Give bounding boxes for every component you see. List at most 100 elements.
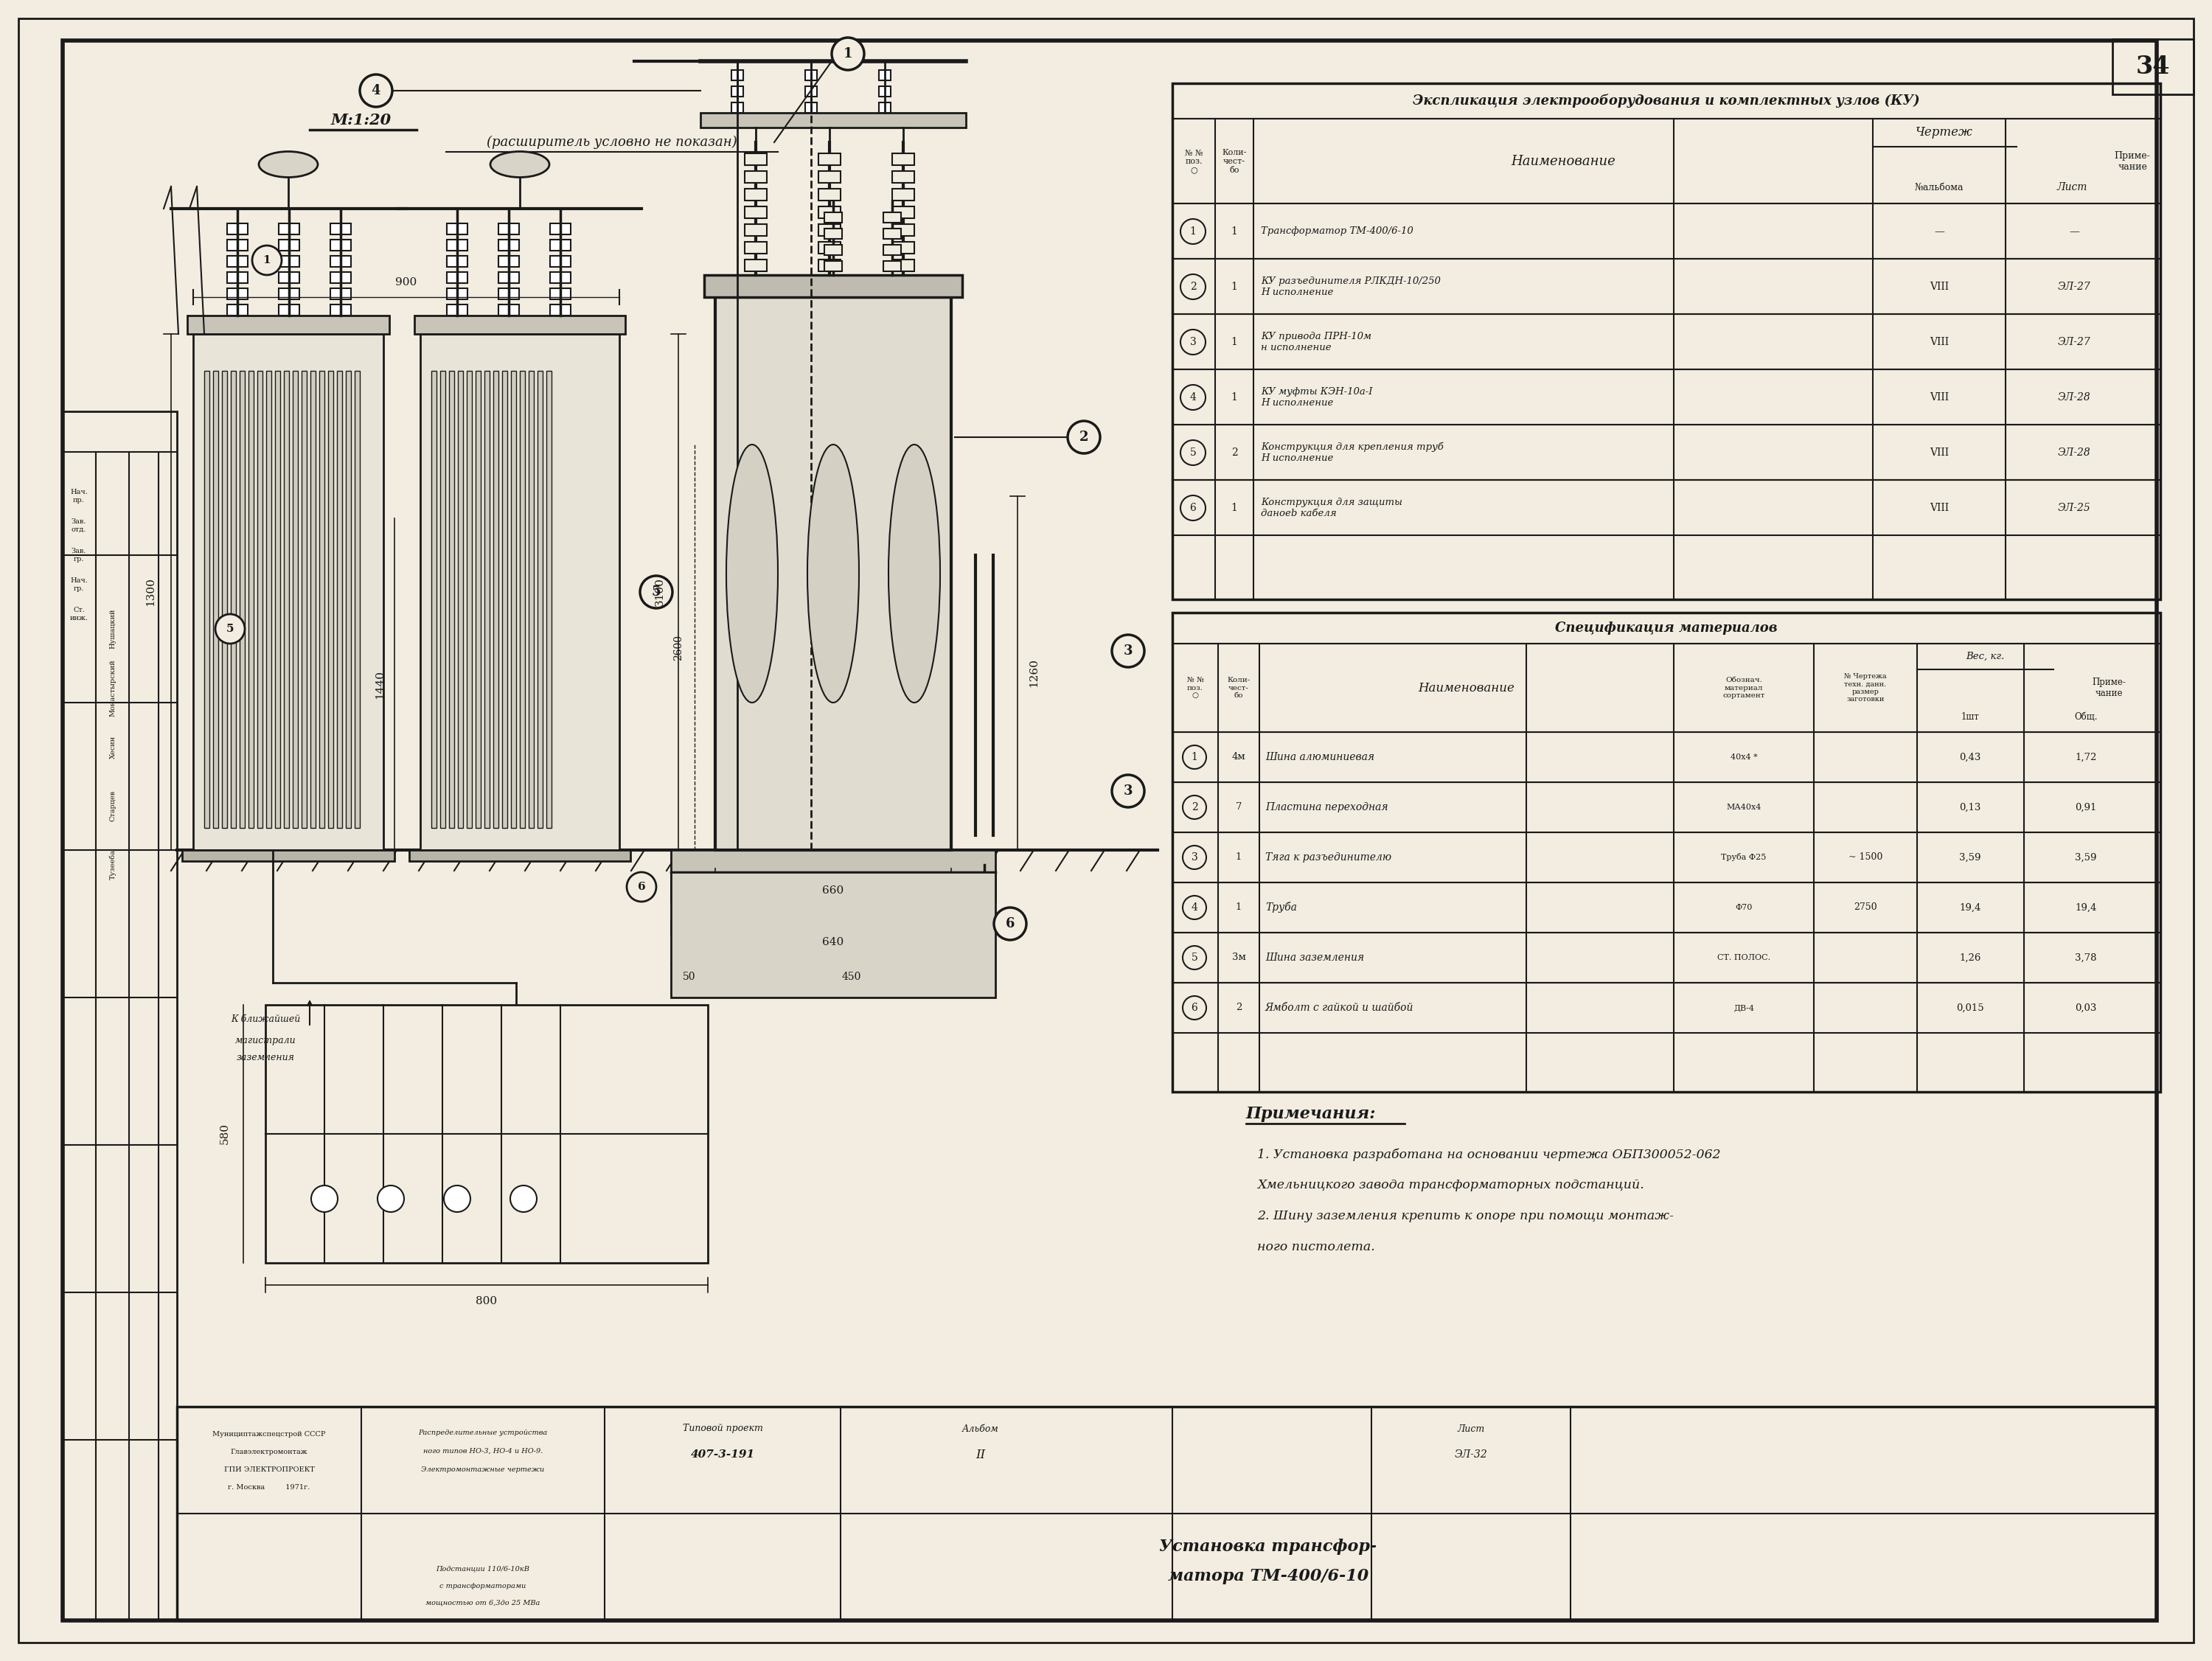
Bar — [883, 213, 900, 223]
Bar — [228, 256, 248, 267]
Text: Трансформатор ТМ-400/6-10: Трансформатор ТМ-400/6-10 — [1261, 226, 1413, 236]
Bar — [467, 370, 471, 827]
Text: Пластина переходная: Пластина переходная — [1265, 802, 1389, 812]
Text: VIII: VIII — [1929, 503, 1949, 513]
Text: Лист: Лист — [1458, 1423, 1484, 1433]
Bar — [1172, 480, 2161, 535]
Bar — [228, 223, 248, 234]
Bar — [327, 370, 334, 827]
Text: 800: 800 — [476, 1296, 498, 1307]
Text: Главэлектромонтаж: Главэлектромонтаж — [230, 1448, 307, 1455]
Text: 4м: 4м — [1232, 752, 1245, 762]
Circle shape — [1183, 895, 1206, 919]
Text: Монастырский: Монастырский — [108, 659, 115, 716]
Text: 19,4: 19,4 — [2075, 902, 2097, 912]
Text: М:1:20: М:1:20 — [332, 113, 392, 128]
Bar — [330, 304, 352, 316]
Text: 1. Установка разработана на основании чертежа ОБП300052-062: 1. Установка разработана на основании че… — [1256, 1148, 1721, 1161]
Text: 4: 4 — [1192, 902, 1197, 912]
Text: 4: 4 — [372, 85, 380, 98]
Bar — [714, 297, 951, 850]
Bar — [279, 289, 299, 299]
Bar — [498, 304, 520, 316]
Text: 6: 6 — [637, 882, 646, 892]
Text: 3м: 3м — [1232, 953, 1245, 962]
Bar — [283, 370, 290, 827]
Bar — [447, 239, 467, 251]
Bar — [239, 370, 246, 827]
Bar — [891, 224, 914, 236]
Text: № Чертежа
техн. данн.
размер
заготовки: № Чертежа техн. данн. размер заготовки — [1845, 673, 1887, 703]
Bar — [732, 86, 743, 96]
Ellipse shape — [491, 151, 549, 178]
Text: Хмельницкого завода трансформаторных подстанций.: Хмельницкого завода трансформаторных под… — [1256, 1179, 1644, 1191]
Bar — [265, 370, 272, 827]
Bar — [458, 370, 462, 827]
Text: 1: 1 — [263, 256, 270, 266]
Bar — [1172, 932, 2161, 983]
Text: Типовой проект: Типовой проект — [684, 1423, 763, 1433]
Text: матора ТМ-400/6-10: матора ТМ-400/6-10 — [1168, 1568, 1369, 1585]
Bar — [414, 316, 626, 334]
Bar — [257, 370, 263, 827]
Bar — [551, 272, 571, 282]
Bar — [1172, 369, 2161, 425]
Text: Конструкция для крепления труб
Н исполнение: Конструкция для крепления труб Н исполне… — [1261, 442, 1444, 463]
Circle shape — [1183, 945, 1206, 970]
Text: 6: 6 — [1006, 917, 1015, 930]
Bar — [825, 261, 843, 271]
Text: 2: 2 — [1190, 282, 1197, 292]
Text: Труба: Труба — [1265, 902, 1296, 914]
Text: Конструкция для защиты
даноеb кабеля: Конструкция для защиты даноеb кабеля — [1261, 498, 1402, 518]
Text: Приме-
чание: Приме- чание — [2093, 678, 2126, 698]
Bar — [292, 370, 299, 827]
Bar — [1172, 259, 2161, 314]
Text: 3,59: 3,59 — [1960, 852, 1982, 862]
Bar — [228, 304, 248, 316]
Circle shape — [1181, 495, 1206, 520]
Text: ЭЛ-25: ЭЛ-25 — [2057, 503, 2090, 513]
Text: МА40х4: МА40х4 — [1725, 804, 1761, 811]
Text: ного типов НО-3, НО-4 и НО-9.: ного типов НО-3, НО-4 и НО-9. — [422, 1448, 542, 1453]
Text: Электромонтажные чертежи: Электромонтажные чертежи — [420, 1467, 544, 1473]
Bar — [447, 256, 467, 267]
Text: 1: 1 — [1232, 282, 1237, 292]
Circle shape — [378, 1186, 405, 1213]
Bar — [212, 370, 219, 827]
Text: заземления: заземления — [237, 1053, 294, 1063]
Bar — [670, 872, 995, 998]
Bar — [1172, 733, 2161, 782]
Bar — [409, 850, 630, 860]
Text: 2: 2 — [1237, 1003, 1241, 1013]
Bar — [1172, 882, 2161, 932]
Text: Наименование: Наименование — [1511, 154, 1615, 168]
Text: Альбом: Альбом — [962, 1423, 1000, 1433]
Text: 5: 5 — [226, 623, 234, 635]
Text: КУ привода ПРН-10м
н исполнение: КУ привода ПРН-10м н исполнение — [1261, 332, 1371, 352]
Bar — [1172, 782, 2161, 832]
Text: Обознач.
материал
сортамент: Обознач. материал сортамент — [1723, 678, 1765, 699]
Bar — [891, 171, 914, 183]
Bar — [228, 272, 248, 282]
Ellipse shape — [889, 445, 940, 703]
Text: Тяга к разъединителю: Тяга к разъединителю — [1265, 852, 1391, 862]
Bar — [188, 316, 389, 334]
Text: Экспликация электрооборудования и комплектных узлов (КУ): Экспликация электрооборудования и компле… — [1413, 95, 1920, 108]
Bar — [818, 224, 841, 236]
Circle shape — [312, 1186, 338, 1213]
Bar — [818, 189, 841, 201]
Bar — [701, 113, 967, 128]
Bar — [745, 189, 768, 201]
Text: 640: 640 — [823, 937, 845, 947]
Text: №альбома: №альбома — [1916, 183, 1964, 193]
Bar — [345, 370, 352, 827]
Text: 0,13: 0,13 — [1960, 802, 1982, 812]
Circle shape — [1181, 440, 1206, 465]
Bar — [1172, 613, 2161, 1091]
Circle shape — [626, 872, 657, 902]
Text: 40х4 *: 40х4 * — [1730, 754, 1756, 761]
Bar — [891, 259, 914, 271]
Bar — [447, 223, 467, 234]
Bar — [447, 304, 467, 316]
Circle shape — [215, 615, 246, 643]
